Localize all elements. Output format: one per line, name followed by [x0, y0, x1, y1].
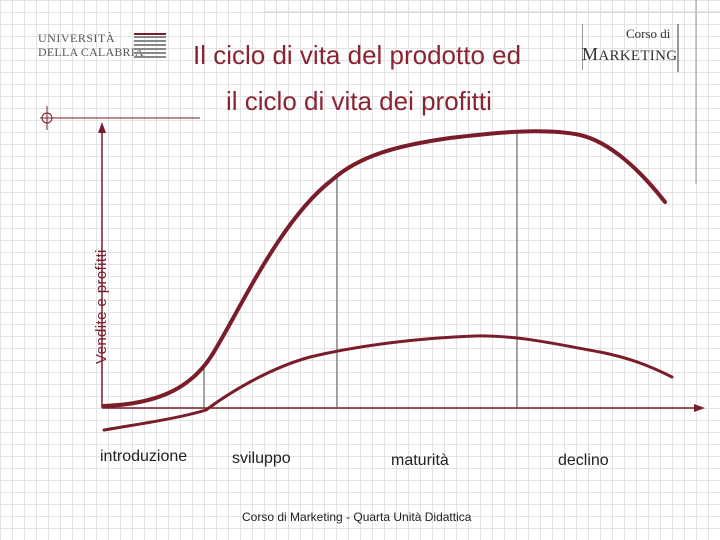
stage-label-sviluppo: sviluppo	[232, 450, 291, 467]
stage-label-declino: declino	[558, 452, 609, 469]
marketing-logo-line2: MARKETING	[582, 44, 677, 65]
profit-curve	[102, 334, 674, 432]
university-logo-line1: UNIVERSITÀ	[38, 31, 115, 45]
y-axis-arrow	[98, 122, 106, 133]
university-logo-line2: DELLA CALABRIA	[38, 45, 144, 59]
stage-label-maturita: maturità	[391, 452, 449, 469]
marketing-logo-initial: M	[582, 44, 599, 64]
university-emblem-icon	[134, 33, 166, 58]
x-axis-arrow	[694, 404, 705, 412]
marketing-logo-line1: Corso di	[626, 26, 671, 41]
marketing-logo-frame	[582, 24, 679, 72]
marketing-logo-rest: ARKETING	[598, 48, 678, 64]
slide-title-line1: Il ciclo di vita del prodotto ed	[193, 40, 522, 70]
marketing-course-logo: Corso di MARKETING	[582, 22, 680, 72]
stage-label-introduzione: introduzione	[100, 448, 188, 465]
slide-title-line2: il ciclo di vita dei profitti	[226, 86, 492, 116]
footer-text: Corso di Marketing - Quarta Unità Didatt…	[242, 510, 472, 524]
sales-curve	[102, 129, 667, 408]
y-axis-label: Vendite e profitti	[93, 249, 110, 364]
university-logo: UNIVERSITÀ DELLA CALABRIA	[38, 30, 178, 66]
